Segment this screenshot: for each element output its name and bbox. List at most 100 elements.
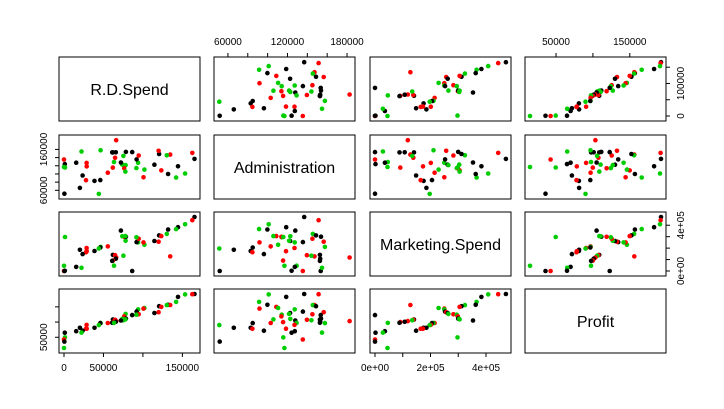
data-point — [173, 226, 179, 232]
data-point — [607, 149, 612, 155]
tick-label: 50000 — [90, 363, 118, 374]
panel-frame — [213, 288, 356, 354]
data-point — [319, 106, 325, 112]
data-point — [347, 92, 352, 97]
data-point — [372, 312, 378, 318]
data-point — [118, 160, 124, 165]
data-point — [427, 99, 433, 104]
data-point — [495, 60, 501, 66]
data-point — [604, 234, 609, 240]
data-point — [457, 169, 462, 174]
data-point — [121, 153, 126, 159]
data-point — [310, 82, 315, 88]
data-point — [574, 104, 579, 110]
data-point — [583, 191, 588, 197]
data-point — [190, 217, 195, 223]
data-point — [231, 107, 237, 112]
data-point — [141, 306, 146, 311]
data-point — [275, 242, 281, 248]
data-point — [266, 292, 272, 297]
tick-label: 60000 — [214, 37, 242, 48]
data-point — [301, 59, 307, 65]
data-point — [462, 71, 468, 76]
data-point — [418, 177, 424, 183]
data-point — [621, 240, 626, 245]
data-point — [309, 253, 314, 258]
data-point — [427, 322, 433, 328]
data-point — [385, 320, 391, 326]
data-point — [79, 330, 84, 335]
data-point — [190, 150, 195, 156]
data-point — [123, 169, 128, 174]
data-point — [411, 150, 417, 155]
data-point — [372, 191, 378, 196]
data-point — [495, 291, 501, 297]
data-point — [612, 76, 618, 82]
data-point — [322, 244, 328, 250]
data-point — [408, 302, 413, 308]
data-point — [402, 319, 408, 325]
data-point — [261, 106, 267, 111]
data-point — [61, 263, 67, 269]
data-point — [411, 92, 416, 98]
data-point — [136, 153, 141, 158]
panel-frame — [524, 134, 667, 200]
data-point — [268, 244, 274, 249]
data-point — [288, 234, 293, 239]
data-point — [408, 69, 413, 75]
data-point — [474, 175, 479, 180]
data-point — [123, 233, 128, 239]
data-point — [372, 339, 378, 344]
data-point — [373, 161, 378, 167]
data-point — [317, 252, 323, 258]
data-point — [282, 345, 287, 351]
tick-label: 150000 — [613, 37, 647, 48]
data-point — [413, 173, 419, 178]
data-point — [152, 238, 157, 244]
data-point — [98, 177, 103, 183]
data-point — [310, 312, 315, 317]
data-point — [182, 292, 188, 297]
data-point — [446, 311, 451, 317]
data-point — [319, 330, 325, 335]
panel-frame — [369, 288, 512, 354]
panel-frame — [524, 288, 667, 354]
data-point — [455, 335, 460, 340]
data-point — [632, 227, 638, 232]
data-point — [597, 233, 602, 239]
data-point — [310, 71, 316, 76]
tick-label: 50000 — [542, 37, 570, 48]
data-point — [610, 88, 616, 93]
data-point — [317, 320, 323, 326]
tick-label: 0 — [676, 113, 687, 119]
data-point — [156, 148, 161, 154]
data-point — [217, 339, 222, 344]
data-point — [372, 149, 378, 155]
data-point — [279, 88, 284, 94]
data-point — [288, 89, 293, 95]
data-point — [583, 104, 589, 109]
data-point — [141, 240, 146, 245]
data-point — [279, 314, 284, 319]
data-point — [543, 191, 548, 196]
data-point — [593, 137, 598, 143]
data-point — [380, 106, 386, 112]
data-point — [473, 171, 479, 177]
top-axis-administration: 60000 120000 180000 — [214, 37, 364, 57]
left-axis-administration: 60000 160000 — [39, 132, 59, 204]
tick-label: 0e+00 — [676, 257, 687, 286]
data-point — [105, 320, 111, 326]
data-point — [604, 166, 609, 171]
data-point — [495, 150, 501, 156]
data-point — [479, 294, 484, 300]
data-point — [167, 302, 173, 308]
panel-frame — [58, 134, 201, 200]
data-point — [457, 88, 462, 93]
data-point — [485, 292, 491, 297]
bottom-axis-r-d-spend: 0 50000 150000 — [61, 353, 199, 374]
data-point — [553, 234, 558, 240]
data-point — [250, 249, 255, 255]
data-point — [217, 99, 222, 104]
data-point — [564, 113, 570, 118]
data-point — [631, 71, 637, 76]
